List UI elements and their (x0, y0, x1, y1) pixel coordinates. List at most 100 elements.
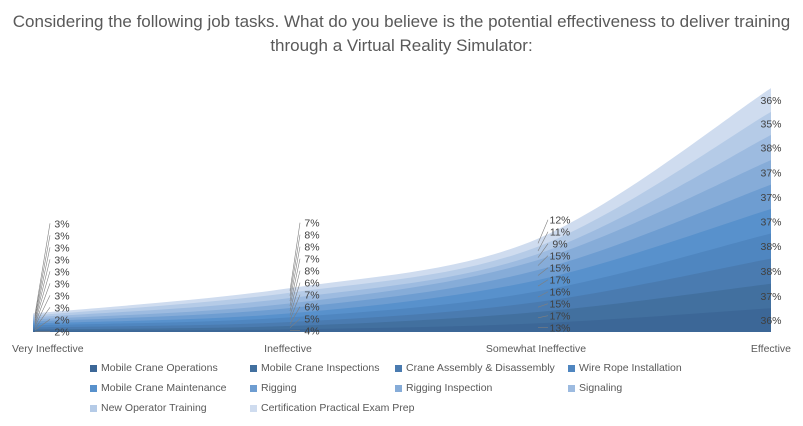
area-series-mobile-crane-inspections (33, 283, 771, 332)
data-label: 3% (54, 218, 69, 230)
data-label-leader-line (537, 243, 549, 258)
legend-item: Rigging (250, 382, 297, 394)
data-label: 3% (54, 290, 69, 302)
data-label: 2% (54, 326, 69, 338)
data-label: 3% (54, 278, 69, 290)
data-label: 3% (54, 242, 69, 254)
data-label-leader-line (537, 279, 549, 287)
data-label-leader-line (34, 259, 51, 321)
legend-item: Signaling (568, 382, 622, 394)
data-label: 15% (549, 263, 570, 275)
legend-label: Crane Assembly & Disassembly (406, 362, 555, 374)
data-label: 37% (760, 216, 781, 228)
x-axis-tick-label: Effective (751, 343, 791, 355)
area-series-mobile-crane-operations (33, 308, 771, 332)
legend-swatch (250, 364, 257, 372)
legend-swatch (568, 364, 575, 372)
data-label: 8% (304, 242, 319, 254)
data-label-leader-line (289, 294, 301, 320)
data-label-leader-line (34, 235, 51, 317)
x-axis-tick-label: Ineffective (264, 343, 312, 355)
data-label: 38% (760, 241, 781, 253)
legend-label: Wire Rope Installation (579, 362, 682, 374)
data-label: 7% (304, 290, 319, 302)
stacked-area-chart: 2%2%3%3%3%3%3%3%3%3%4%5%6%7%6%8%7%8%8%7%… (12, 88, 791, 355)
data-label-leader-line (289, 318, 301, 328)
data-label-leader-line (34, 319, 51, 331)
data-label-leader-line (289, 258, 301, 306)
data-label-leader-line (34, 271, 51, 323)
legend-swatch (395, 364, 402, 372)
data-label-leader-line (537, 291, 549, 298)
data-label: 37% (760, 192, 781, 204)
legend-label: Signaling (579, 382, 623, 394)
legend-label: Mobile Crane Inspections (261, 362, 380, 374)
legend-swatch (90, 364, 97, 372)
data-label: 15% (549, 299, 570, 311)
legend-swatch (568, 384, 575, 392)
data-label-leader-line (537, 315, 549, 319)
data-label: 8% (304, 266, 319, 278)
data-label-leader-line (34, 295, 51, 327)
data-label-leader-line (34, 307, 51, 329)
data-label-leader-line (537, 267, 549, 276)
data-label-leader-line (289, 246, 301, 301)
legend-swatch (90, 384, 97, 392)
legend-item: Mobile Crane Operations (90, 362, 218, 374)
legend-label: Certification Practical Exam Prep (261, 402, 415, 414)
legend-item: Mobile Crane Inspections (250, 362, 379, 374)
data-label: 37% (760, 291, 781, 303)
data-label: 9% (552, 239, 567, 251)
data-label: 3% (54, 254, 69, 266)
legend-label: New Operator Training (101, 402, 207, 414)
data-label: 7% (304, 254, 319, 266)
data-label: 35% (760, 118, 781, 130)
data-label: 38% (760, 266, 781, 278)
data-label: 7% (304, 218, 319, 230)
data-label-leader-line (537, 219, 549, 244)
data-label: 2% (54, 314, 69, 326)
data-label: 5% (304, 314, 319, 326)
legend-label: Mobile Crane Maintenance (101, 382, 227, 394)
data-label: 12% (549, 215, 570, 227)
data-label-leader-line (34, 223, 51, 315)
legend-label: Rigging (261, 382, 297, 394)
legend-item: Crane Assembly & Disassembly (395, 362, 555, 374)
data-label: 17% (549, 275, 570, 287)
legend-swatch (395, 384, 402, 392)
data-label: 15% (549, 251, 570, 263)
legend-item: Wire Rope Installation (568, 362, 682, 374)
data-label-leader-line (537, 303, 549, 308)
data-label: 3% (54, 266, 69, 278)
data-label: 13% (549, 323, 570, 335)
data-label-leader-line (289, 306, 301, 325)
data-label: 6% (304, 302, 319, 314)
x-axis-tick-label: Somewhat Ineffective (486, 343, 586, 355)
data-label-leader-line (537, 255, 549, 266)
legend-label: Mobile Crane Operations (101, 362, 218, 374)
data-label-leader-line (289, 234, 301, 296)
data-label: 3% (54, 302, 69, 314)
x-axis-tick-label: Very Ineffective (12, 343, 84, 355)
legend-swatch (250, 404, 257, 412)
legend-swatch (90, 404, 97, 412)
legend-item: Mobile Crane Maintenance (90, 382, 227, 394)
data-label: 3% (54, 230, 69, 242)
data-label-leader-line (537, 231, 549, 252)
legend-item: Certification Practical Exam Prep (250, 402, 414, 414)
chart-title: Considering the following job tasks. Wha… (12, 12, 791, 55)
data-label: 4% (304, 326, 319, 338)
data-label: 6% (304, 278, 319, 290)
data-label: 36% (760, 95, 781, 107)
data-label-leader-line (289, 282, 301, 316)
data-label: 17% (549, 311, 570, 323)
data-label: 11% (550, 227, 570, 239)
data-label: 16% (549, 287, 570, 299)
data-label: 37% (760, 167, 781, 179)
data-label-leader-line (289, 270, 301, 311)
data-label: 38% (760, 143, 781, 155)
legend-swatch (250, 384, 257, 392)
legend-item: Rigging Inspection (395, 382, 492, 394)
data-label-leader-line (34, 283, 51, 325)
legend-label: Rigging Inspection (406, 382, 493, 394)
